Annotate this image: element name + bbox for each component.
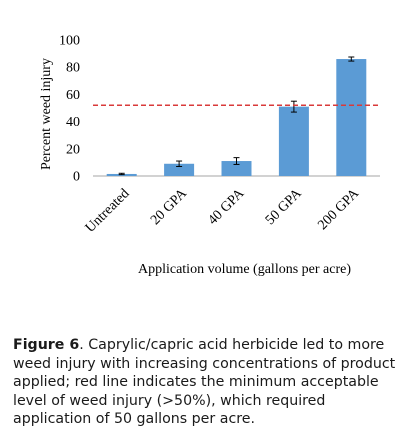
- y-tick-label: 0: [73, 170, 80, 185]
- chart-area: 0 20 40 60 80 100 Untreated 20 GPA 40 GPA 50 GPA…: [39, 34, 380, 277]
- bar-chart: 0 20 40 60 80 100 Untreated 20 GPA 40 GPA 50 GPA…: [39, 34, 380, 277]
- y-tick-label: 100: [59, 34, 80, 49]
- x-tick-label: 50 GPA: [263, 186, 306, 229]
- caption-text: . Caprylic/capric acid herbicide led to …: [13, 337, 396, 428]
- y-tick-label: 40: [66, 115, 80, 130]
- x-tick-label: 200 GPA: [315, 186, 362, 233]
- figure-label: Figure 6: [13, 337, 80, 353]
- bar: [221, 161, 252, 176]
- error-bars: [118, 56, 355, 176]
- bar: [336, 59, 367, 176]
- y-tick-label: 60: [66, 88, 80, 103]
- bars: [106, 59, 367, 176]
- error-bar: [176, 160, 183, 167]
- x-axis-tick-labels: Untreated 20 GPA 40 GPA 50 GPA 200 GPA: [83, 186, 363, 236]
- error-bar: [290, 100, 297, 113]
- y-tick-label: 20: [66, 142, 80, 157]
- error-bar: [348, 56, 355, 62]
- bar: [278, 106, 309, 176]
- y-tick-label: 80: [66, 61, 80, 76]
- error-bar: [233, 157, 240, 165]
- x-tick-label: 20 GPA: [148, 186, 191, 229]
- x-tick-label: Untreated: [83, 186, 133, 236]
- y-axis-label: Percent weed injury: [39, 58, 54, 170]
- x-axis-label: Application volume (gallons per acre): [138, 262, 351, 277]
- bar: [164, 163, 195, 176]
- y-axis-ticks: 0 20 40 60 80 100: [59, 34, 80, 185]
- x-tick-label: 40 GPA: [205, 186, 248, 229]
- figure-caption: Figure 6. Caprylic/capric acid herbicide…: [13, 336, 403, 429]
- error-bar: [118, 172, 125, 176]
